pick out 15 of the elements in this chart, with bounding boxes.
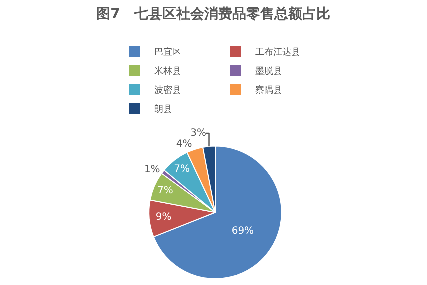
legend-label: 波密县 xyxy=(154,85,182,96)
legend-label: 米林县 xyxy=(154,66,182,78)
legend-label: 巴宜区 xyxy=(154,47,182,58)
data-label: 69% xyxy=(232,226,254,237)
data-label: 3% xyxy=(190,128,207,140)
data-label: 1% xyxy=(144,164,160,176)
data-label: 9% xyxy=(156,212,172,224)
legend-label: 察隅县 xyxy=(256,85,282,96)
data-label: 7% xyxy=(158,186,174,197)
data-label: 4% xyxy=(176,139,192,150)
legend-label: 工布江达县 xyxy=(256,47,300,58)
legend-label: 朗县 xyxy=(154,104,172,116)
data-label: 7% xyxy=(174,164,190,176)
chart-title: 图7 七县区社会消费品零售总额占比 xyxy=(96,5,330,22)
legend-label: 墨脱县 xyxy=(256,66,282,78)
